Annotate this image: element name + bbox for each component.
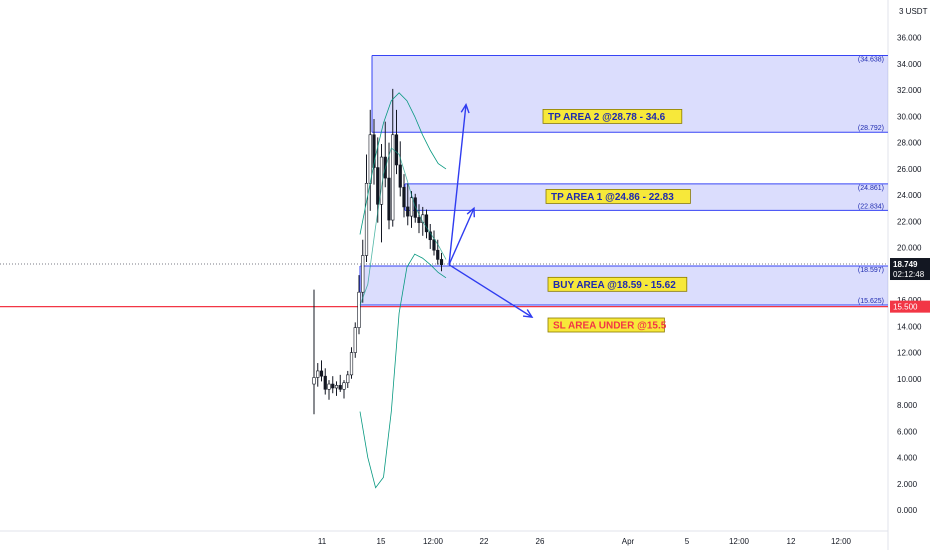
band-lower — [359, 253, 447, 489]
x-tick-label: 22 — [480, 537, 489, 546]
annotation-text: TP AREA 1 @24.86 - 22.83 — [551, 192, 674, 203]
stop-price-badge — [890, 300, 930, 313]
arrow-head — [460, 102, 470, 114]
annotation-text: SL AREA UNDER @15.5 — [553, 321, 667, 332]
annotation-text: BUY AREA @18.59 - 15.62 — [553, 280, 676, 291]
candle-body[interactable] — [439, 259, 444, 265]
candle-body[interactable] — [319, 370, 324, 377]
y-tick-label: 20.000 — [897, 244, 922, 253]
zone-top-label: (34.638) — [858, 57, 884, 64]
candle-body[interactable] — [316, 370, 320, 378]
y-tick-label: 16.000 — [897, 296, 922, 305]
x-tick-label: 12:00 — [423, 537, 444, 546]
candle-body[interactable] — [402, 186, 406, 208]
candle-body[interactable] — [424, 214, 429, 233]
candle-body[interactable] — [417, 217, 421, 223]
band-upper — [359, 92, 447, 235]
y-tick-label: 4.000 — [897, 454, 918, 463]
y-tick-label: 24.000 — [897, 191, 922, 200]
x-tick-label: 12:00 — [831, 537, 852, 546]
current-price-text: 18.749 — [893, 260, 918, 269]
candle-body[interactable] — [334, 385, 339, 389]
candle-body[interactable] — [409, 197, 414, 217]
y-tick-label: 12.000 — [897, 349, 922, 358]
candle-body[interactable] — [323, 375, 327, 390]
annotation-banner[interactable] — [547, 317, 665, 333]
candle-body[interactable] — [346, 374, 350, 384]
stop-price-text: 15.500 — [893, 303, 918, 312]
y-tick-label: 26.000 — [897, 165, 922, 174]
candle-body[interactable] — [432, 239, 436, 251]
y-tick-label: 36.000 — [897, 34, 922, 43]
candle-body[interactable] — [394, 134, 399, 166]
x-tick-label: 15 — [377, 537, 386, 546]
arrow-head — [466, 206, 475, 218]
arrow-head — [522, 309, 534, 318]
candle-body[interactable] — [353, 327, 357, 353]
annotation-banner[interactable] — [547, 276, 688, 292]
zone-top-label: (18.597) — [858, 267, 884, 274]
y-tick-label: 34.000 — [897, 60, 922, 69]
x-tick-label: 12 — [787, 537, 796, 546]
zone-bottom-label: (22.834) — [858, 203, 884, 210]
projection-arrow[interactable] — [448, 104, 467, 265]
y-tick-label: 30.000 — [897, 112, 922, 121]
x-tick-label: 5 — [685, 537, 690, 546]
band-middle — [359, 147, 447, 306]
annotation-banner[interactable] — [545, 189, 691, 204]
x-tick-label: Apr — [622, 537, 635, 546]
candle-body[interactable] — [428, 231, 432, 241]
y-tick-label: 6.000 — [897, 427, 918, 436]
y-tick-label: 10.000 — [897, 375, 922, 384]
zone-bottom-label: (15.625) — [858, 298, 884, 305]
current-price-badge — [890, 258, 930, 281]
current-price-timer: 02:12:48 — [893, 270, 925, 279]
currency-label: 3 USDT — [899, 7, 928, 16]
y-tick-label: 14.000 — [897, 322, 922, 331]
candle-body[interactable] — [361, 255, 365, 293]
candle-body[interactable] — [436, 249, 440, 260]
y-tick-label: 8.000 — [897, 401, 918, 410]
candle-body[interactable] — [406, 206, 410, 217]
projection-arrow[interactable] — [448, 207, 475, 265]
annotation-banner[interactable] — [542, 109, 683, 124]
x-tick-label: 26 — [536, 537, 545, 546]
candle-body[interactable] — [387, 177, 391, 221]
candle-body[interactable] — [364, 183, 369, 256]
candle-body[interactable] — [376, 167, 380, 205]
y-tick-label: 32.000 — [897, 86, 922, 95]
candle-body[interactable] — [331, 383, 335, 389]
annotation-text: TP AREA 2 @28.78 - 34.6 — [548, 112, 666, 123]
candle-body[interactable] — [391, 134, 395, 221]
y-tick-label: 0.000 — [897, 506, 918, 515]
y-tick-label: 28.000 — [897, 139, 922, 148]
y-tick-label: 22.000 — [897, 217, 922, 226]
y-tick-label: 2.000 — [897, 480, 918, 489]
zone-bottom-label: (28.792) — [858, 125, 884, 132]
zone-top-label: (24.861) — [858, 185, 884, 192]
x-tick-label: 11 — [318, 537, 327, 546]
candle-body[interactable] — [342, 382, 346, 390]
candle-body[interactable] — [312, 377, 316, 385]
candle-body[interactable] — [357, 291, 361, 328]
candle-body[interactable] — [372, 134, 376, 168]
candle-body[interactable] — [398, 164, 402, 188]
plot-area[interactable] — [0, 0, 888, 531]
candle-body[interactable] — [349, 352, 354, 376]
x-tick-label: 12:00 — [729, 537, 750, 546]
candle-body[interactable] — [368, 134, 372, 184]
candle-body[interactable] — [327, 383, 331, 390]
projection-arrow[interactable] — [448, 264, 533, 318]
candle-body[interactable] — [338, 385, 342, 390]
